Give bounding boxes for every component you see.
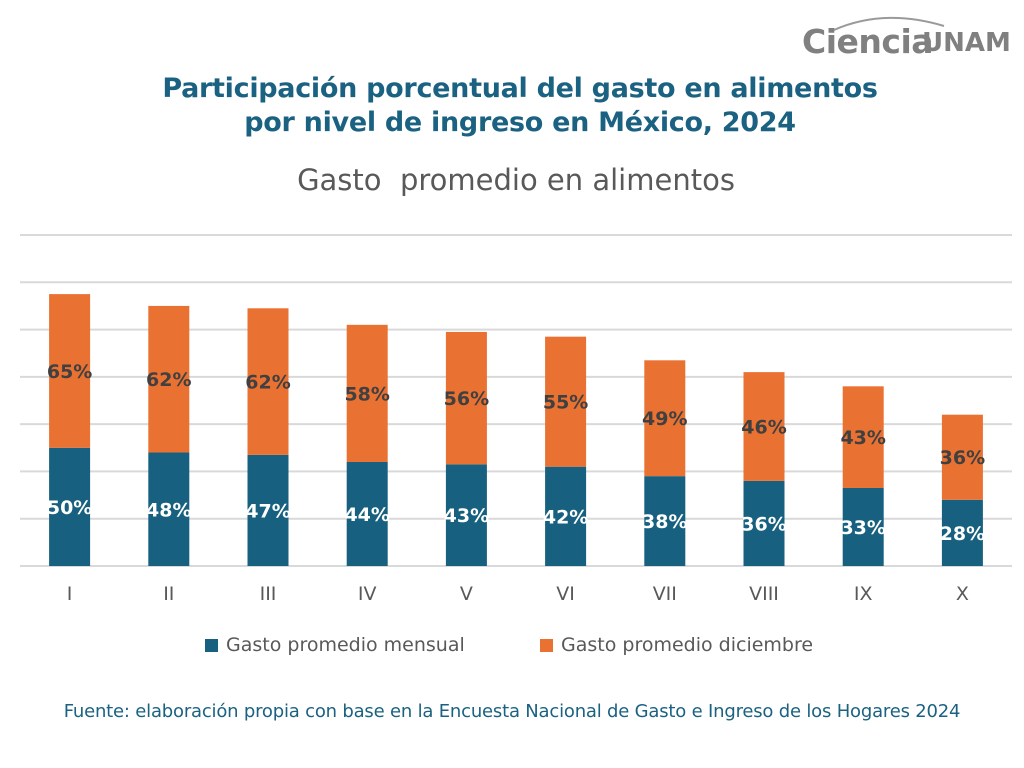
data-label: 42%	[543, 506, 588, 528]
legend-label: Gasto promedio mensual	[226, 634, 465, 656]
data-label: 56%	[444, 388, 489, 410]
title-line-2: por nivel de ingreso en México, 2024	[244, 107, 796, 138]
x-tick-label: II	[163, 583, 174, 605]
bar-segment-mensual	[842, 487, 884, 566]
source-note: Fuente: elaboración propia con base en l…	[63, 701, 961, 722]
data-label: 62%	[146, 369, 191, 391]
bar-segment-diciembre	[445, 331, 487, 465]
data-label: 43%	[840, 427, 885, 449]
bar-segment-mensual	[148, 452, 190, 566]
x-tick-label: V	[460, 583, 473, 605]
data-label: 43%	[444, 505, 489, 527]
x-tick-label: IV	[358, 583, 377, 605]
legend-swatch-mensual	[205, 639, 218, 652]
bar-segment-diciembre	[644, 360, 686, 477]
bar-segment-diciembre	[49, 294, 91, 448]
data-label: 50%	[47, 497, 92, 519]
bar-segment-mensual	[545, 466, 587, 566]
data-label: 33%	[840, 517, 885, 539]
x-tick-label: I	[67, 583, 73, 605]
legend-label: Gasto promedio diciembre	[561, 634, 813, 656]
bar-segment-mensual	[743, 480, 785, 566]
data-label: 58%	[344, 383, 389, 405]
data-label: 38%	[642, 511, 687, 533]
bar-segment-diciembre	[346, 324, 388, 462]
bar-segment-mensual	[445, 464, 487, 566]
chart-title: Gasto promedio en alimentos	[297, 163, 735, 197]
data-label: 44%	[344, 504, 389, 526]
data-label: 36%	[741, 513, 786, 535]
bar-segment-diciembre	[941, 414, 983, 500]
x-tick-label: IX	[854, 583, 873, 605]
page-title: Participación porcentual del gasto en al…	[0, 72, 1024, 140]
bar-segment-diciembre	[148, 305, 190, 453]
data-label: 46%	[741, 417, 786, 439]
logo-text-main: Ciencia	[802, 22, 934, 61]
data-label: 55%	[543, 392, 588, 414]
x-tick-label: VII	[653, 583, 677, 605]
bar-segment-mensual	[346, 461, 388, 566]
legend-swatch-diciembre	[540, 639, 553, 652]
bar-segment-diciembre	[545, 336, 587, 467]
data-label: 47%	[245, 500, 290, 522]
logo-arc-icon	[833, 16, 945, 31]
ciencia-unam-logo: Ciencia UNAM	[794, 12, 1014, 61]
bar-segment-mensual	[644, 476, 686, 566]
logo-text-secondary: UNAM	[922, 28, 1011, 58]
data-label: 65%	[47, 361, 92, 383]
x-tick-label: III	[260, 583, 277, 605]
x-tick-label: VIII	[749, 583, 779, 605]
data-label: 49%	[642, 408, 687, 430]
bar-segment-mensual	[247, 454, 289, 566]
x-tick-label: X	[956, 583, 969, 605]
data-label: 62%	[245, 372, 290, 394]
bar-segment-mensual	[49, 447, 91, 566]
bar-segment-diciembre	[842, 386, 884, 488]
stacked-bar-chart: 50% 65% I 48% 62% II 47% 62% III 44% 58% IV 43% 56% V 4…	[20, 234, 1012, 656]
data-label: 36%	[940, 447, 985, 469]
bar-segment-mensual	[941, 499, 983, 566]
title-line-1: Participación porcentual del gasto en al…	[162, 73, 878, 104]
x-tick-label: VI	[556, 583, 575, 605]
data-label: 28%	[940, 523, 985, 545]
bar-segment-diciembre	[743, 372, 785, 481]
bar-segment-diciembre	[247, 308, 289, 455]
data-label: 48%	[146, 499, 191, 521]
